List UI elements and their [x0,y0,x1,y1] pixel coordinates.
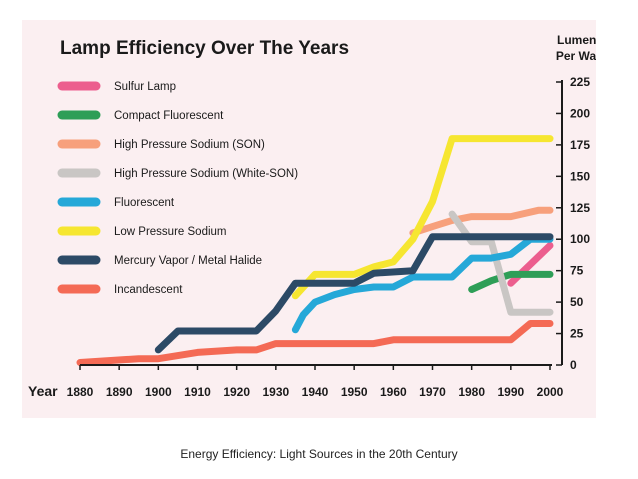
y-tick-label: 175 [570,138,590,152]
x-tick-label: 1920 [223,385,250,399]
x-tick-label: 1940 [302,385,329,399]
chart-title: Lamp Efficiency Over The Years [60,38,349,59]
y-tick-label: 50 [570,295,584,309]
x-tick-label: 1960 [380,385,407,399]
legend-label: High Pressure Sodium (White-SON) [114,168,298,180]
series-line-mercury-vapor-metal-halide [154,233,554,354]
series-line-fluorescent [291,235,554,334]
series-line-high-pressure-sodium-son [409,206,554,237]
chart-svg: Lamp Efficiency Over The Years Lumens Pe… [22,20,604,418]
legend-label: Mercury Vapor / Metal Halide [114,255,262,267]
x-tick-label: 1900 [145,385,172,399]
legend-label: Compact Fluorescent [114,110,224,122]
legend-label: Low Pressure Sodium [114,226,227,238]
legend-label: Fluorescent [114,197,175,209]
axes-layer: 1880 1890 1900 1910 1920 1930 1940 1950 1960 1970… [67,75,591,399]
x-tick-label: 1990 [497,385,524,399]
y-tick-label: 125 [570,201,590,215]
y-tick-label: 25 [570,327,584,341]
series-line-incandescent [76,320,554,366]
y-tick-label: 0 [570,358,577,372]
slide-caption: Energy Efficiency: Light Sources in the … [180,447,458,461]
x-tick-label: 1880 [67,385,94,399]
x-tick-label: 1950 [341,385,368,399]
series-line-high-pressure-sodium-white-son [448,210,554,316]
y-tick-label: 150 [570,169,590,183]
y-tick-label: 75 [570,264,584,278]
y-axis-label: Per Watt [556,49,596,63]
legend-label: Incandescent [114,284,183,296]
legend-label: High Pressure Sodium (SON) [114,139,265,151]
x-tick-label: 1930 [262,385,289,399]
x-tick-label: 1890 [106,385,133,399]
y-tick-label: 225 [570,75,590,89]
y-tick-label: 200 [570,106,590,120]
x-tick-label: 2000 [537,385,564,399]
x-axis-label: Year [28,383,58,399]
x-tick-label: 1910 [184,385,211,399]
y-axis-label: Lumens [557,33,596,47]
x-tick-label: 1970 [419,385,446,399]
series-line-low-pressure-sodium [291,135,554,300]
x-tick-label: 1980 [458,385,485,399]
y-tick-label: 100 [570,232,590,246]
legend: Sulfur Lamp Compact Fluorescent High Press… [57,81,298,296]
legend-label: Sulfur Lamp [114,81,176,93]
chart-figure: Lamp Efficiency Over The Years Lumens Pe… [22,20,604,418]
series-layer [76,135,554,366]
